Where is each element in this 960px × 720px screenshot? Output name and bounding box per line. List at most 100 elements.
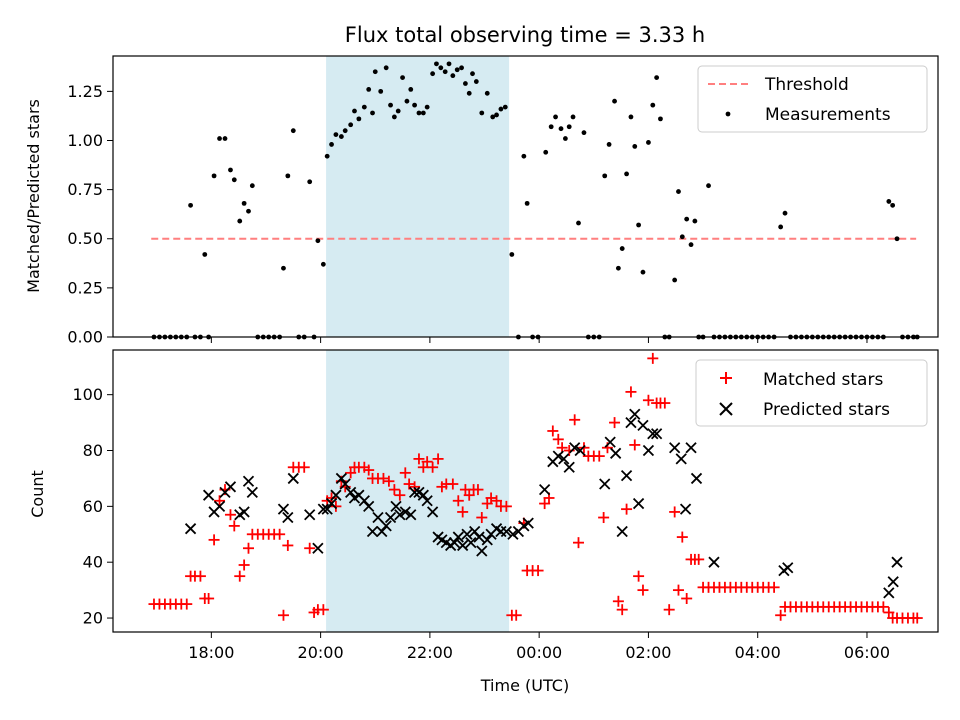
bottom-panel: 20 40 60 80 100 18:00 20:00 22:00 00:00 02:00 04:… bbox=[28, 349, 939, 695]
matched-star-point bbox=[363, 464, 375, 476]
measurement-point bbox=[570, 114, 576, 120]
matched-star-point bbox=[693, 553, 705, 565]
measurement-point bbox=[237, 218, 243, 224]
predicted-star-point bbox=[632, 497, 645, 510]
measurement-point bbox=[692, 218, 698, 224]
predicted-star-point bbox=[238, 506, 250, 518]
predicted-star-point bbox=[620, 470, 633, 482]
measurement-point bbox=[388, 102, 393, 108]
predicted-stars-layer bbox=[184, 408, 903, 599]
measurement-point bbox=[391, 114, 397, 120]
matched-star-point bbox=[304, 542, 316, 554]
measurement-point bbox=[342, 128, 348, 134]
top-axes-frame bbox=[112, 55, 939, 338]
matched-star-point bbox=[877, 601, 889, 613]
matched-star-point bbox=[228, 520, 240, 532]
measurement-point bbox=[484, 90, 490, 96]
measurement-point bbox=[490, 114, 496, 120]
measurement-point bbox=[466, 90, 472, 96]
matched-star-point bbox=[298, 461, 310, 473]
measurement-point bbox=[188, 202, 193, 208]
predicted-star-point bbox=[363, 500, 375, 512]
bottom-xtick-label: 00:00 bbox=[516, 643, 562, 662]
bottom-ytick-label: 40 bbox=[83, 553, 103, 572]
predicted-star-point bbox=[642, 444, 655, 457]
predicted-star-point bbox=[500, 525, 513, 538]
measurement-point bbox=[650, 102, 656, 108]
predicted-star-point bbox=[345, 486, 357, 499]
matched-star-point bbox=[234, 570, 246, 582]
matched-star-point bbox=[768, 581, 780, 593]
predicted-star-point bbox=[325, 497, 338, 510]
predicted-star-point bbox=[202, 489, 215, 501]
bottom-ytick-label: 100 bbox=[72, 385, 103, 404]
measurement-point bbox=[636, 222, 641, 228]
measurement-point bbox=[320, 261, 326, 267]
matched-star-point bbox=[539, 498, 551, 510]
legend-measurements-swatch bbox=[725, 111, 731, 117]
predicted-star-point bbox=[569, 442, 581, 454]
measurement-point bbox=[324, 153, 330, 159]
measurement-point bbox=[420, 110, 426, 116]
predicted-star-point bbox=[538, 483, 551, 496]
matched-star-point bbox=[681, 592, 693, 604]
measurement-point bbox=[408, 87, 414, 92]
matched-star-point bbox=[463, 489, 475, 501]
predicted-star-point bbox=[891, 556, 903, 568]
top-panel: 0.00 0.25 0.50 0.75 1.00 1.25 Matched/Predict… bbox=[24, 55, 939, 347]
legend-matched-label: Matched stars bbox=[763, 370, 883, 390]
measurement-point bbox=[543, 149, 549, 155]
matched-star-point bbox=[572, 537, 584, 549]
measurement-point bbox=[400, 75, 405, 81]
measurement-point bbox=[249, 183, 255, 189]
predicted-star-point bbox=[330, 489, 342, 501]
measurement-point bbox=[640, 269, 646, 275]
matched-star-point bbox=[417, 461, 429, 473]
measurement-point bbox=[778, 224, 784, 230]
measurement-point bbox=[285, 173, 291, 179]
top-legend: Threshold Measurements bbox=[697, 65, 928, 133]
measurement-point bbox=[222, 136, 228, 141]
measurement-point bbox=[463, 81, 468, 86]
measurement-point bbox=[404, 98, 410, 104]
bottom-legend: Matched stars Predicted stars bbox=[695, 359, 928, 427]
matched-star-point bbox=[432, 453, 444, 465]
predicted-star-point bbox=[616, 525, 628, 538]
matched-star-point bbox=[214, 495, 226, 507]
matched-star-point bbox=[326, 492, 338, 504]
measurement-point bbox=[562, 136, 568, 141]
measurement-point bbox=[370, 110, 375, 116]
matched-star-point bbox=[642, 394, 654, 406]
predicted-star-point bbox=[629, 408, 641, 420]
matched-star-point bbox=[532, 565, 544, 577]
bottom-xtick-label: 22:00 bbox=[407, 643, 453, 662]
matched-star-point bbox=[625, 386, 637, 398]
measurement-point bbox=[890, 202, 896, 208]
measurement-point bbox=[329, 142, 334, 147]
bottom-ytick-label: 60 bbox=[83, 497, 103, 516]
bottom-axes-frame bbox=[112, 349, 939, 633]
predicted-star-point bbox=[312, 542, 324, 554]
predicted-star-point bbox=[625, 416, 637, 429]
matched-star-point bbox=[345, 467, 357, 479]
measurement-point bbox=[632, 143, 638, 149]
predicted-star-point bbox=[426, 506, 439, 518]
top-ytick-label: 1.25 bbox=[67, 82, 103, 101]
measurement-point bbox=[658, 116, 663, 122]
measurement-point bbox=[676, 189, 681, 194]
measurement-point bbox=[217, 136, 222, 141]
predicted-star-point bbox=[669, 442, 681, 454]
measurement-point bbox=[602, 173, 608, 179]
matched-star-point bbox=[413, 453, 425, 465]
bottom-xtick-label: 20:00 bbox=[298, 643, 344, 662]
predicted-star-point bbox=[384, 511, 397, 524]
matched-star-point bbox=[317, 604, 329, 616]
bottom-y-ticks: 20 40 60 80 100 bbox=[72, 385, 113, 628]
matched-star-point bbox=[616, 604, 628, 616]
measurement-point bbox=[782, 210, 788, 216]
bottom-legend-box bbox=[695, 359, 928, 427]
predicted-star-point bbox=[883, 587, 895, 599]
x-axis-label: Time (UTC) bbox=[480, 676, 569, 695]
predicted-star-point bbox=[637, 419, 649, 432]
matched-star-point bbox=[552, 433, 564, 445]
